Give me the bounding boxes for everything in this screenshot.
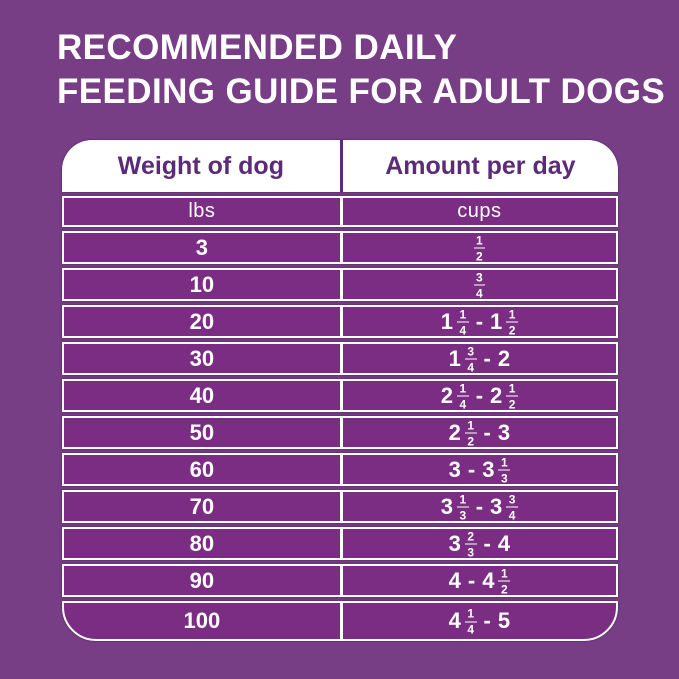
whole-number: 5 [497,608,511,633]
table-row: 10 3 4 [62,268,618,301]
weight-cell: 90 [64,566,343,595]
table-row: 40 2 1 4-2 1 2 [62,379,618,412]
whole-number: 4 [448,567,461,593]
header-weight-of-dog: Weight of dog [62,140,343,192]
range-dash: - [475,308,484,334]
title-line-1: RECOMMENDED DAILY [57,28,458,67]
whole-number: 1 [448,345,461,371]
whole-number: 3 [440,493,454,519]
whole-number: 3 [448,530,461,556]
range-dash: - [467,456,476,482]
whole-number: 3 [448,456,461,482]
table-row: 50 2 1 2-3 [62,416,618,449]
table-body: 3 1 2 10 3 4 20 1 1 4-1 1 2 30 1 3 4-2 40 2 1 4-2 1 2 50 2 1 2-3 6… [62,231,618,641]
weight-cell: 20 [64,307,343,336]
whole-number: 3 [497,419,511,445]
range-dash: - [483,608,491,633]
range-dash: - [467,567,476,593]
table-row: 70 3 1 3-3 3 4 [62,490,618,523]
weight-cell: 40 [64,381,343,410]
whole-number: 2 [448,419,461,445]
whole-number: 1 [490,308,503,334]
table-row: 60 3-3 1 3 [62,453,618,486]
weight-cell: 30 [64,344,343,373]
weight-cell: 60 [64,455,343,484]
table-row: 90 4-4 1 2 [62,564,618,597]
whole-number: 4 [497,530,511,556]
weight-cell: 10 [64,270,343,299]
table-row: 80 3 2 3-4 [62,527,618,560]
weight-cell: 100 [64,603,343,639]
weight-cell: 50 [64,418,343,447]
table-row: 100 4 1 4-5 [62,601,618,641]
weight-cell: 3 [64,233,343,262]
whole-number: 4 [482,567,495,593]
whole-number: 3 [482,456,495,482]
range-dash: - [475,493,484,519]
range-dash: - [483,530,491,556]
table-row: 30 1 3 4-2 [62,342,618,375]
range-dash: - [475,382,484,408]
whole-number: 2 [497,345,511,371]
whole-number: 1 [440,308,454,334]
table-header-row: Weight of dog Amount per day [62,140,618,192]
table-row: 20 1 1 4-1 1 2 [62,305,618,338]
whole-number: 2 [490,382,503,408]
weight-cell: 80 [64,529,343,558]
page-title: RECOMMENDED DAILY FEEDING GUIDE FOR ADUL… [57,26,665,114]
range-dash: - [483,345,491,371]
units-lbs: lbs [64,198,343,225]
whole-number: 2 [440,382,454,408]
weight-cell: 70 [64,492,343,521]
units-row: lbs cups [62,196,618,227]
whole-number: 4 [448,608,461,633]
header-amount-per-day: Amount per day [385,151,576,180]
range-dash: - [483,419,491,445]
title-line-2: FEEDING GUIDE FOR ADULT DOGS [57,72,666,111]
units-cups: cups [457,200,502,222]
whole-number: 3 [490,493,503,519]
